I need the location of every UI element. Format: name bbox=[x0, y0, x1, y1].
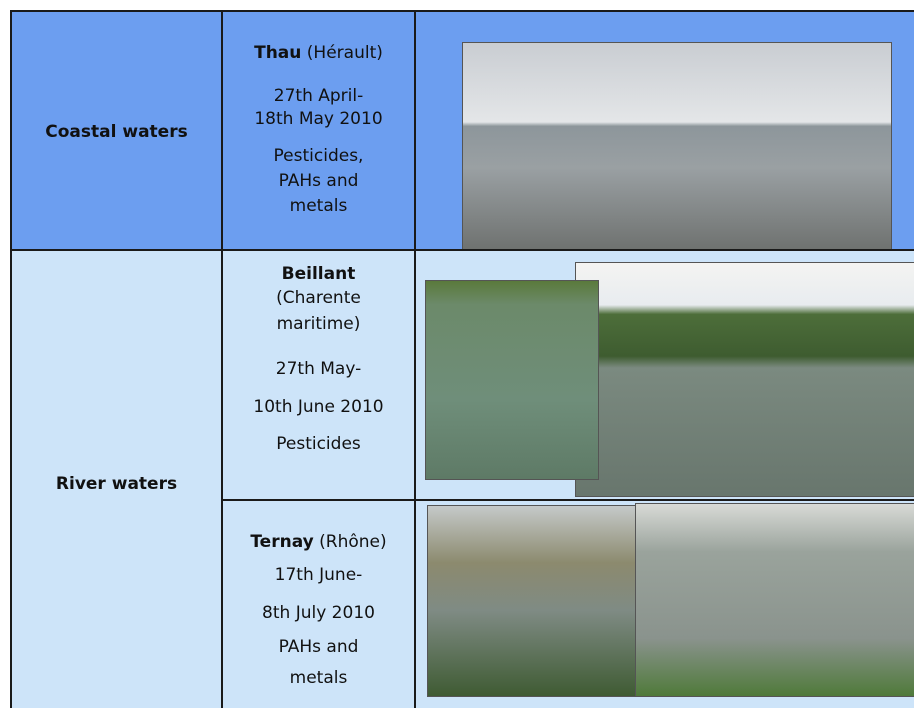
date: 10th June 2010 bbox=[223, 396, 414, 418]
area: maritime) bbox=[223, 313, 414, 335]
region: Coastal waters bbox=[12, 121, 221, 143]
contaminant: metals bbox=[223, 195, 414, 217]
photo bbox=[427, 505, 637, 697]
site-cell: Thau (Hérault) 27th April- 18th May 2010… bbox=[221, 10, 416, 251]
region-cell: River waters bbox=[10, 249, 223, 708]
site-name: Ternay (Rhône) bbox=[223, 531, 414, 553]
site-name: Thau (Hérault) bbox=[223, 42, 414, 64]
site-cell: Ternay (Rhône) 17th June- 8th July 2010 … bbox=[221, 499, 416, 708]
date: 27th May- bbox=[223, 358, 414, 380]
area: (Rhône) bbox=[319, 532, 387, 552]
contaminant: metals bbox=[223, 667, 414, 689]
site: Thau bbox=[254, 43, 301, 63]
photo bbox=[462, 42, 892, 252]
slide: Coastal waters Thau (Hérault) 27th April… bbox=[0, 0, 914, 708]
date: 8th July 2010 bbox=[223, 602, 414, 624]
site: Ternay bbox=[250, 532, 313, 552]
area: (Charente bbox=[223, 287, 414, 309]
date: 18th May 2010 bbox=[223, 108, 414, 130]
contaminant: PAHs and bbox=[223, 170, 414, 192]
region-cell: Coastal waters bbox=[10, 10, 223, 251]
contaminant: Pesticides bbox=[223, 433, 414, 455]
region: River waters bbox=[12, 473, 221, 495]
photo bbox=[575, 262, 914, 497]
area: (Hérault) bbox=[307, 43, 383, 63]
date: 17th June- bbox=[223, 564, 414, 586]
contaminant: Pesticides, bbox=[223, 145, 414, 167]
site-cell: Beillant (Charente maritime) 27th May- 1… bbox=[221, 249, 416, 501]
site: Beillant bbox=[223, 263, 414, 285]
date: 27th April- bbox=[223, 85, 414, 107]
photo bbox=[425, 280, 599, 480]
contaminant: PAHs and bbox=[223, 636, 414, 658]
photo bbox=[635, 503, 914, 697]
